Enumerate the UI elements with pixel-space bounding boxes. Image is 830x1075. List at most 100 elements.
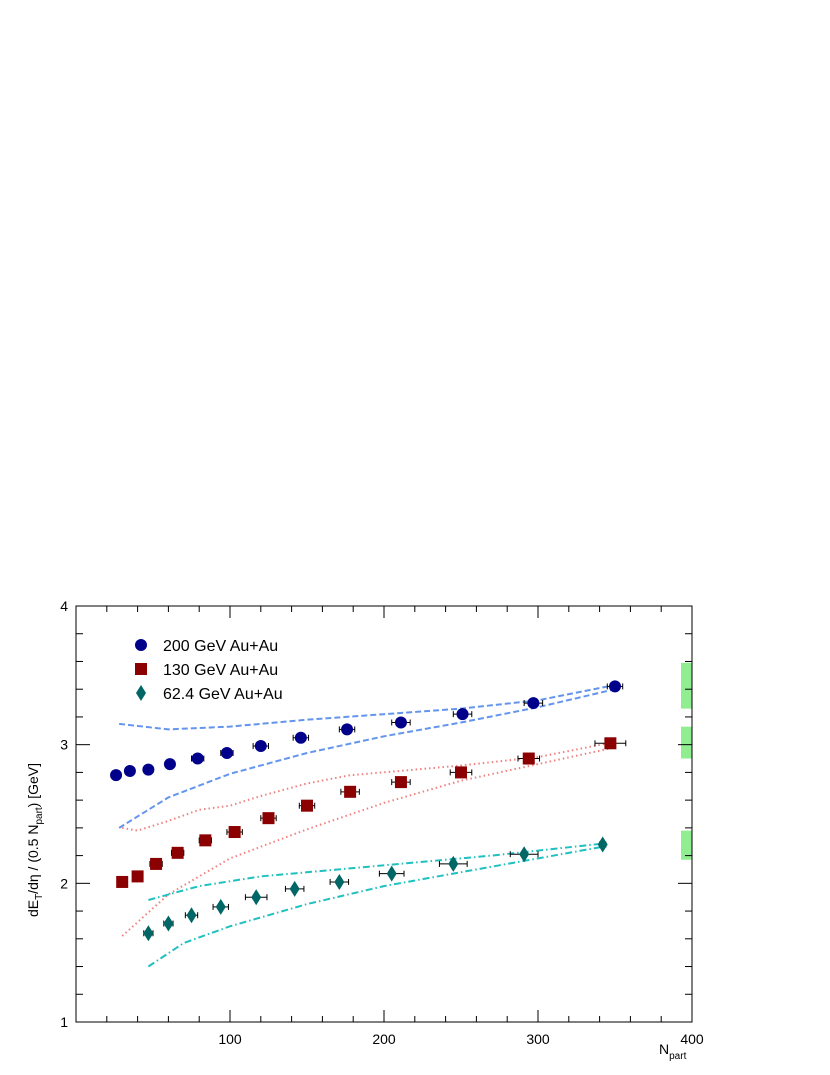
- legend-marker-square: [135, 663, 147, 675]
- marker-diamond: [215, 898, 226, 915]
- sys-box-2: [681, 830, 692, 860]
- x-axis-title-main: N: [659, 1041, 669, 1057]
- x-tick-label: 400: [680, 1031, 704, 1047]
- marker-diamond: [251, 889, 262, 906]
- series-0-point-4: [191, 752, 205, 765]
- marker-circle: [254, 740, 267, 753]
- legend-marker-diamond: [136, 685, 146, 701]
- marker-square: [199, 834, 212, 847]
- marker-circle: [123, 765, 136, 778]
- series-1-point-6: [260, 812, 277, 825]
- marker-square: [522, 752, 535, 765]
- series-1-point-3: [170, 846, 185, 859]
- series-2-point-3: [212, 898, 229, 915]
- series-0-point-10: [452, 708, 473, 721]
- legend-entry-1: 130 GeV Au+Au: [135, 662, 278, 679]
- y-axis-title-part4: part: [34, 807, 45, 824]
- series-1-point-1: [131, 870, 144, 883]
- marker-circle: [456, 708, 469, 721]
- marker-square: [604, 737, 617, 750]
- marker-square: [262, 812, 275, 825]
- series-0-point-8: [338, 723, 356, 736]
- legend-label: 200 GeV Au+Au: [163, 638, 278, 655]
- marker-diamond: [386, 865, 397, 882]
- marker-circle: [220, 746, 233, 759]
- series-0-point-0: [110, 769, 123, 782]
- series-2-point-5: [284, 880, 305, 897]
- band-0-lower: [118, 688, 616, 829]
- series-2-point-9: [509, 846, 539, 863]
- series-2-point-6: [329, 873, 350, 890]
- marker-diamond: [519, 846, 530, 863]
- series-2-point-4: [244, 889, 268, 906]
- marker-circle: [294, 731, 307, 744]
- x-tick-label: 200: [372, 1031, 396, 1047]
- series-1-point-0: [116, 875, 129, 888]
- series-1-point-2: [149, 857, 163, 870]
- band-2-lower: [147, 844, 608, 968]
- marker-circle: [163, 758, 176, 771]
- marker-circle: [191, 752, 204, 765]
- marker-square: [171, 846, 184, 859]
- legend-marker-circle: [135, 639, 147, 651]
- marker-diamond: [143, 925, 154, 942]
- legend-label: 62.4 GeV Au+Au: [163, 686, 283, 703]
- marker-circle: [527, 697, 540, 710]
- x-tick-label: 300: [526, 1031, 550, 1047]
- sys-box-0: [681, 662, 692, 709]
- band-1-lower: [121, 746, 616, 937]
- marker-circle: [110, 769, 123, 782]
- series-2-point-2: [184, 907, 199, 924]
- series-2-point-10: [597, 836, 608, 853]
- legend-entry-2: 62.4 GeV Au+Au: [136, 685, 283, 703]
- band-1-upper: [122, 740, 616, 832]
- series-1-point-8: [340, 785, 360, 798]
- data-points: [110, 680, 627, 942]
- y-tick-label: 2: [60, 875, 68, 891]
- marker-square: [116, 875, 129, 888]
- series-1-point-9: [391, 776, 411, 789]
- marker-diamond: [597, 836, 608, 853]
- marker-diamond: [186, 907, 197, 924]
- series-0-point-2: [142, 763, 155, 776]
- systematic-error-boxes: [681, 662, 692, 860]
- marker-square: [455, 766, 467, 779]
- marker-diamond: [448, 855, 459, 872]
- y-axis-title-part2: T: [34, 894, 45, 900]
- marker-circle: [142, 763, 155, 776]
- series-1-point-10: [449, 766, 473, 779]
- band-0-upper: [118, 684, 616, 731]
- marker-square: [394, 776, 407, 789]
- marker-square: [150, 857, 163, 870]
- y-tick-label: 3: [60, 737, 68, 753]
- series-1-point-7: [298, 799, 316, 812]
- axes: 100 200 300 400 1 2 3 4: [60, 598, 704, 1047]
- series-0-point-1: [123, 765, 136, 778]
- marker-square: [131, 870, 144, 883]
- y-axis-title-part3: /dη / (0.5 N: [25, 825, 41, 894]
- series-1-point-5: [226, 826, 243, 839]
- legend-entry-0: 200 GeV Au+Au: [135, 638, 278, 655]
- series-2-point-7: [378, 865, 405, 882]
- marker-diamond: [289, 880, 300, 897]
- legend: 200 GeV Au+Au 130 GeV Au+Au 62.4 GeV Au+Au: [135, 638, 283, 703]
- series-0-point-6: [252, 740, 269, 753]
- y-tick-label: 4: [60, 598, 68, 614]
- marker-square: [228, 826, 241, 839]
- marker-circle: [341, 723, 354, 736]
- series-2-point-0: [143, 925, 154, 942]
- series-1-point-4: [198, 834, 213, 847]
- marker-square: [344, 785, 357, 798]
- marker-square: [301, 799, 313, 812]
- y-axis-title-part5: ) [GeV]: [25, 763, 41, 807]
- y-tick-label: 1: [60, 1014, 68, 1030]
- model-bands: [118, 684, 616, 968]
- marker-circle: [394, 716, 407, 729]
- series-0-point-9: [391, 716, 411, 729]
- series-0-point-11: [523, 697, 544, 710]
- series-0-point-3: [163, 758, 176, 771]
- series-1-point-12: [594, 737, 627, 750]
- marker-diamond: [334, 873, 345, 890]
- series-1-point-11: [517, 752, 541, 765]
